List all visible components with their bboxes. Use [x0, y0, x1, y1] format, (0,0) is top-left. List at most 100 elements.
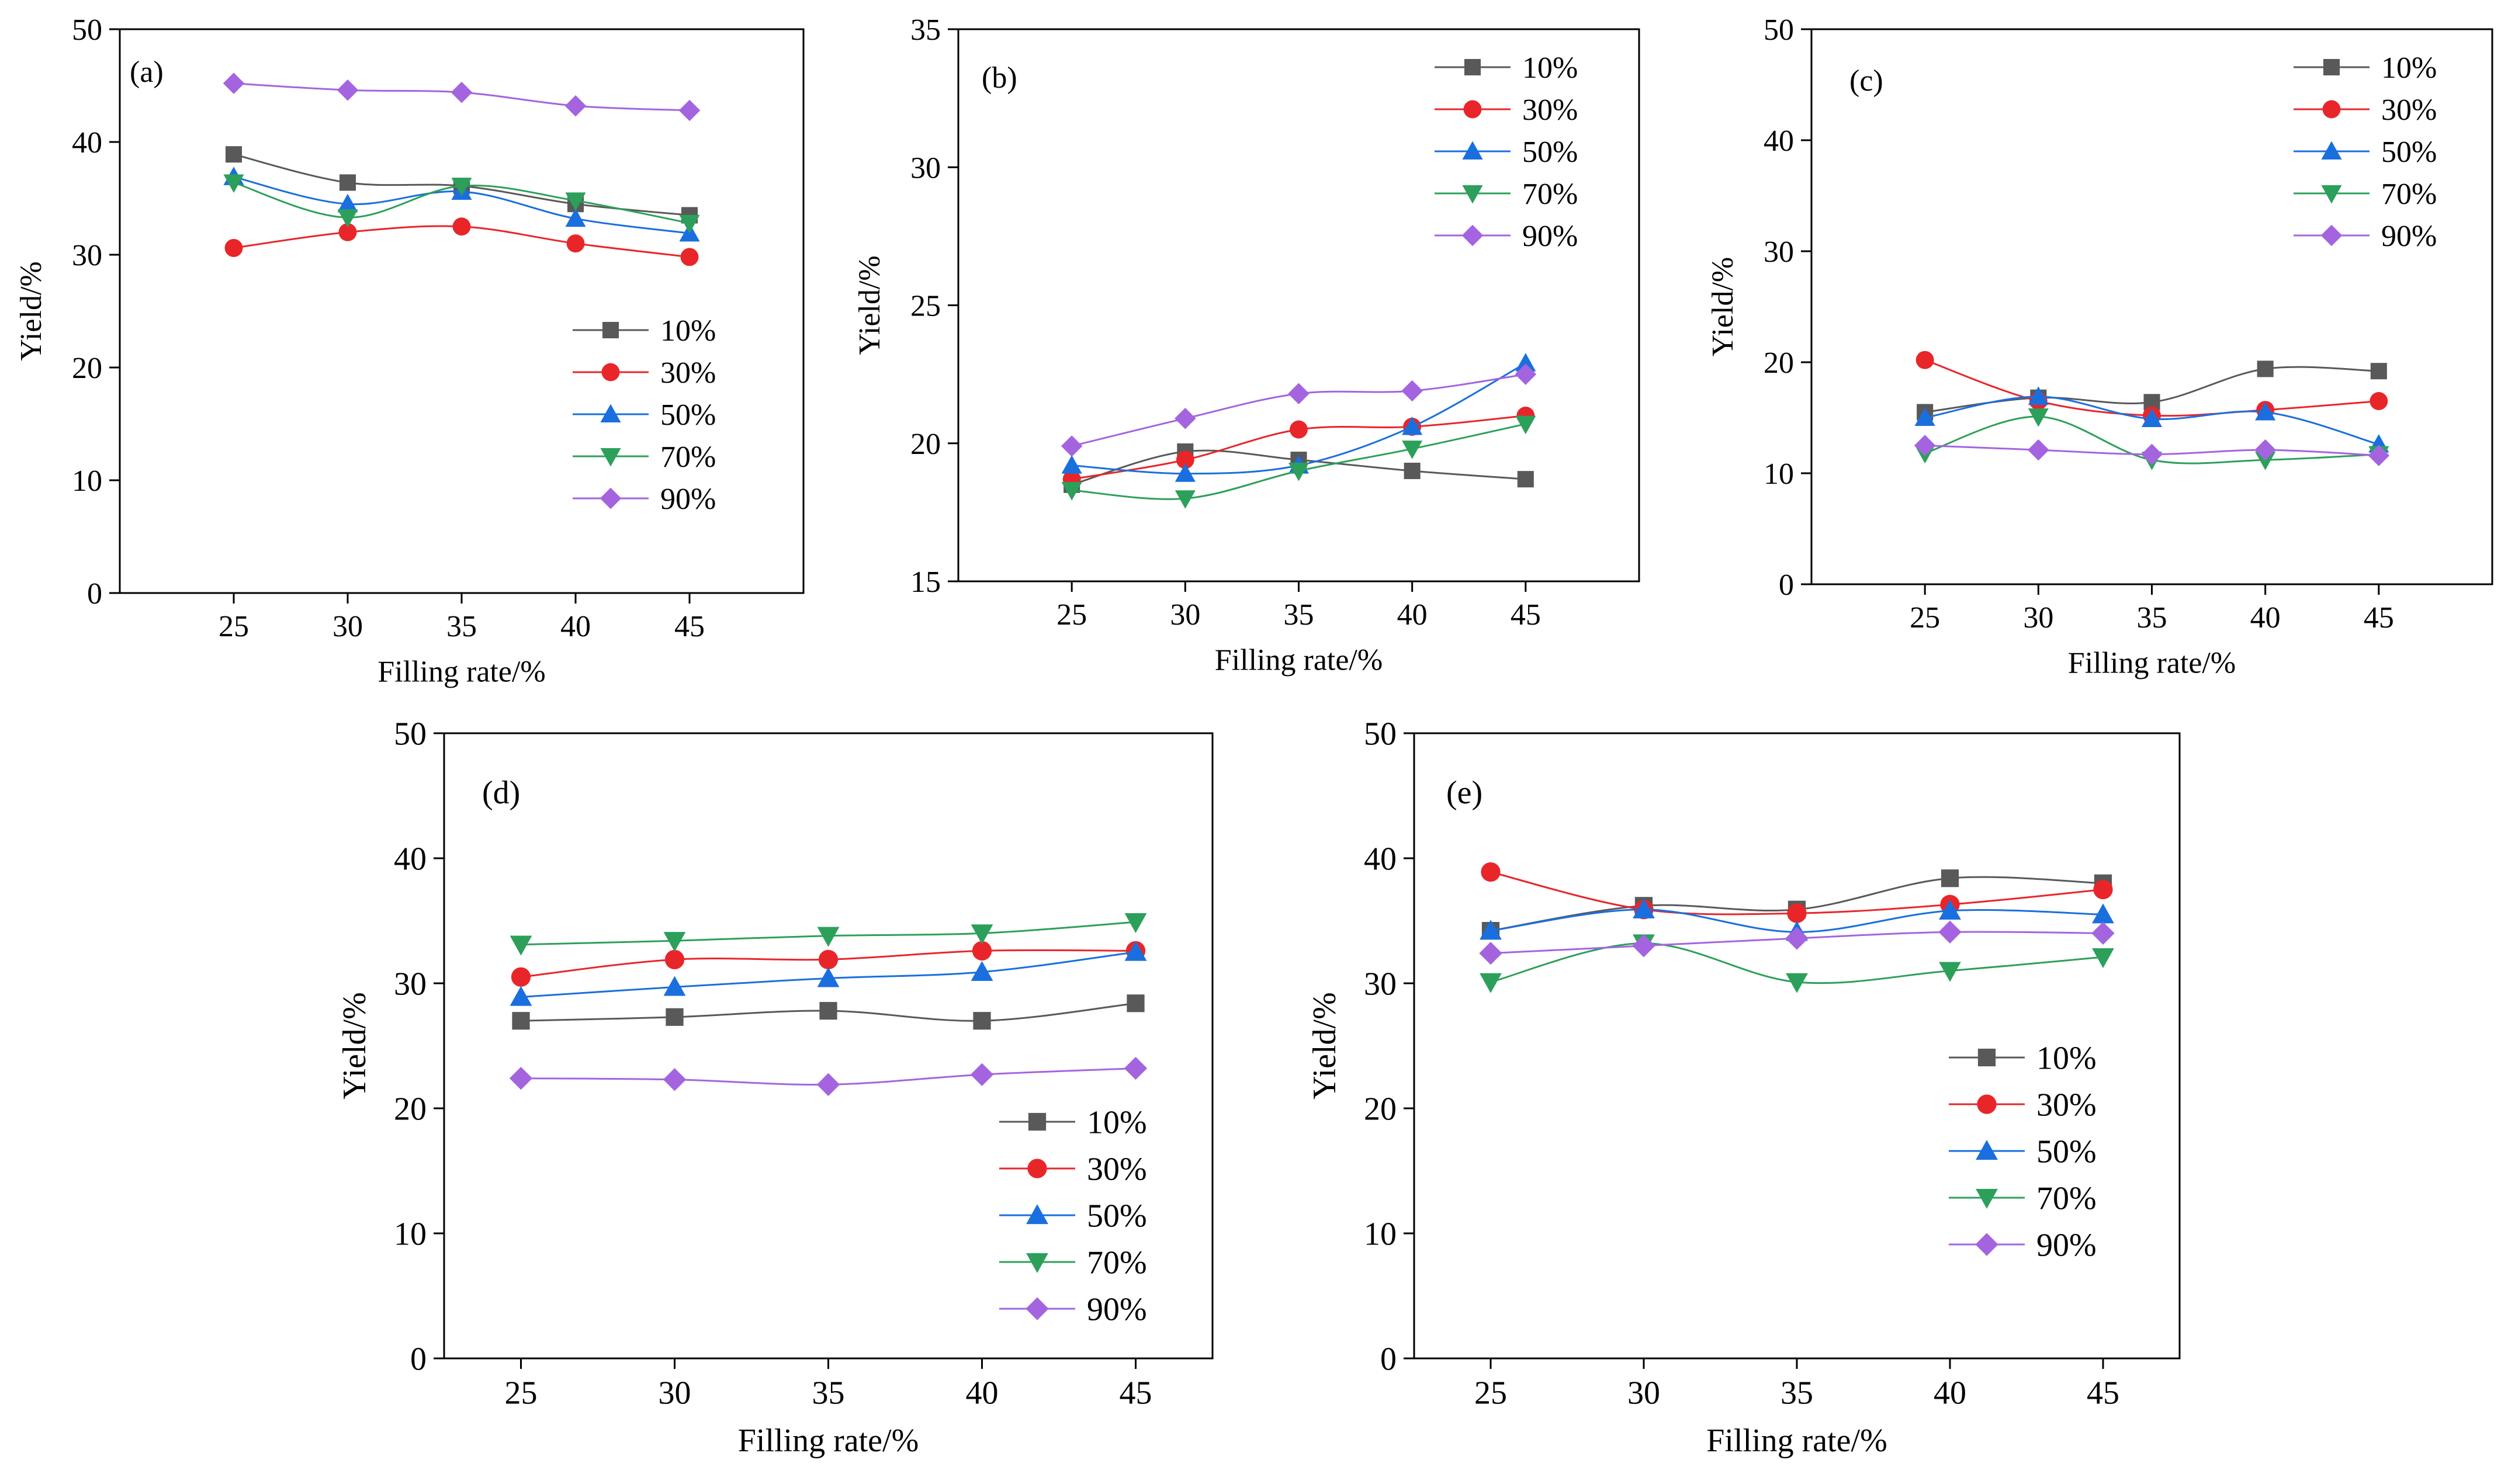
x-tick-label: 35: [1780, 1375, 1813, 1412]
x-tick-label: 45: [1120, 1375, 1152, 1412]
data-point: [2028, 439, 2049, 461]
legend-entry-50: 50%: [1435, 136, 1578, 169]
series-70: [1480, 934, 2114, 993]
data-point: [1288, 383, 1310, 404]
series-90: [509, 1056, 1148, 1096]
data-point: [509, 1066, 533, 1090]
x-tick-label: 45: [1511, 598, 1541, 632]
data-point: [970, 1063, 994, 1086]
legend-entry-30: 30%: [2294, 93, 2437, 127]
y-tick-label: 40: [394, 841, 427, 878]
x-tick-label: 30: [659, 1375, 691, 1412]
series-90: [1061, 363, 1537, 457]
legend-label: 30%: [2381, 93, 2437, 127]
data-point: [1785, 927, 1809, 950]
data-point: [1175, 407, 1196, 429]
panel-label: (c): [1849, 64, 1883, 98]
legend-label: 10%: [1522, 51, 1578, 85]
x-axis-label: Filling rate/%: [1215, 643, 1383, 677]
x-tick-label: 25: [1474, 1375, 1507, 1412]
series-70: [1061, 415, 1536, 509]
data-point: [1124, 1056, 1148, 1080]
data-point: [1914, 407, 1935, 427]
y-tick-label: 40: [1764, 124, 1794, 158]
x-tick-label: 25: [1056, 598, 1087, 632]
data-point: [451, 178, 472, 196]
y-tick-label: 40: [1364, 841, 1397, 878]
x-tick-label: 45: [674, 610, 705, 643]
data-point: [512, 1012, 530, 1030]
data-point: [1480, 920, 1502, 940]
legend-marker: [1977, 1048, 1996, 1067]
data-point: [338, 223, 357, 241]
data-point: [1290, 420, 1308, 439]
legend-entry-70: 70%: [2294, 178, 2437, 211]
legend-marker: [1461, 224, 1484, 247]
legend-marker: [2321, 141, 2342, 160]
legend-entry-50: 50%: [2294, 136, 2437, 169]
data-point: [510, 935, 532, 956]
legend: 10% 30% 50% 70% 90%: [999, 1105, 1147, 1328]
data-point: [1479, 941, 1502, 965]
data-point: [972, 941, 992, 961]
y-tick-label: 30: [394, 966, 427, 1003]
legend: 10% 30% 50% 70% 90%: [2294, 51, 2437, 253]
x-axis-label: Filling rate/%: [2068, 646, 2236, 679]
data-point: [2370, 392, 2388, 410]
data-point: [2255, 452, 2276, 470]
legend-marker: [1026, 1204, 1048, 1225]
legend-entry-90: 90%: [573, 483, 716, 516]
data-point: [1480, 973, 1502, 993]
legend-entry-10: 10%: [1949, 1041, 2097, 1077]
y-tick-label: 30: [1364, 966, 1397, 1003]
legend-label: 70%: [660, 441, 716, 474]
legend-label: 90%: [1522, 220, 1578, 253]
data-point: [680, 248, 699, 266]
legend-entry-50: 50%: [573, 398, 716, 432]
legend-marker: [2323, 58, 2340, 76]
series-30: [224, 217, 699, 266]
data-point: [1515, 353, 1536, 372]
legend-marker: [1462, 141, 1483, 160]
data-point: [817, 927, 840, 947]
data-point: [679, 214, 700, 234]
data-point: [1941, 869, 1959, 887]
data-point: [2141, 408, 2163, 427]
legend-marker: [1977, 1094, 1997, 1114]
legend-label: 90%: [2381, 220, 2437, 253]
data-point: [2255, 401, 2276, 421]
legend-label: 90%: [1087, 1292, 1147, 1328]
data-point: [1061, 435, 1083, 457]
x-tick-label: 40: [1934, 1375, 1966, 1412]
panel-label: (d): [482, 775, 520, 811]
legend-label: 10%: [660, 314, 716, 348]
series-70: [510, 913, 1147, 956]
data-point: [1481, 862, 1501, 882]
x-tick-label: 30: [1627, 1375, 1660, 1412]
legend-entry-90: 90%: [999, 1292, 1147, 1328]
panel-label: (a): [130, 56, 164, 89]
data-point: [223, 72, 245, 94]
legend-label: 10%: [2381, 51, 2437, 85]
data-point: [2093, 879, 2113, 900]
data-point: [1939, 962, 1961, 982]
legend-entry-30: 30%: [999, 1152, 1147, 1188]
legend-entry-90: 90%: [2294, 220, 2437, 253]
x-tick-label: 35: [812, 1375, 845, 1412]
data-point: [1175, 463, 1196, 482]
y-axis-label: Yield/%: [853, 255, 886, 355]
data-point: [339, 174, 356, 191]
data-point: [2254, 439, 2276, 461]
legend-marker: [1975, 1233, 1998, 1256]
data-point: [565, 192, 586, 211]
series-50: [1061, 353, 1536, 482]
data-point: [337, 209, 358, 228]
x-tick-label: 25: [1910, 601, 1940, 634]
data-point: [818, 949, 839, 969]
data-point: [663, 932, 686, 952]
data-point: [1124, 941, 1147, 961]
legend-label: 90%: [2036, 1228, 2097, 1264]
y-tick-label: 40: [72, 126, 102, 160]
data-point: [223, 174, 244, 193]
